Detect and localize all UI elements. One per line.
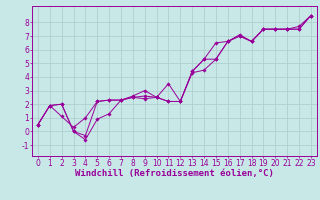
X-axis label: Windchill (Refroidissement éolien,°C): Windchill (Refroidissement éolien,°C)	[75, 169, 274, 178]
